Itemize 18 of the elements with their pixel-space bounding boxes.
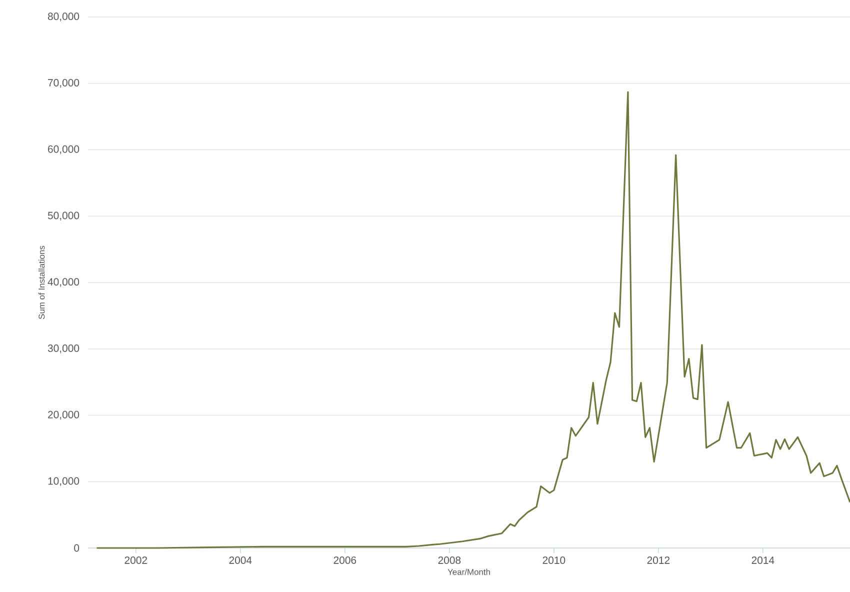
- y-tick-label: 30,000: [48, 344, 80, 354]
- x-tick-label: 2010: [542, 556, 566, 564]
- x-tick-label: 2012: [647, 556, 670, 564]
- y-axis-title: Sum of Installations: [38, 246, 45, 320]
- y-tick-label: 60,000: [48, 145, 80, 154]
- x-tick-label: 2008: [438, 556, 461, 564]
- y-tick-label: 0: [74, 544, 80, 552]
- x-tick-label: 2002: [124, 556, 147, 564]
- x-axis-title: Year/Month: [448, 568, 490, 575]
- y-tick-label: 80,000: [48, 12, 80, 22]
- x-tick-label: 2004: [229, 556, 252, 564]
- x-tick-label: 2006: [334, 556, 356, 564]
- y-tick-label: 20,000: [48, 410, 80, 420]
- y-tick-label: 10,000: [48, 477, 80, 486]
- y-tick-label: 40,000: [48, 278, 80, 287]
- y-tick-label: 50,000: [48, 212, 80, 220]
- y-tick-label: 70,000: [48, 79, 80, 88]
- x-tick-label: 2014: [752, 556, 774, 564]
